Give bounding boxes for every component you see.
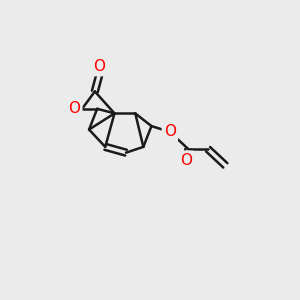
Text: O: O (94, 59, 106, 74)
Text: O: O (180, 153, 192, 168)
Text: O: O (68, 101, 80, 116)
Text: O: O (164, 124, 176, 140)
